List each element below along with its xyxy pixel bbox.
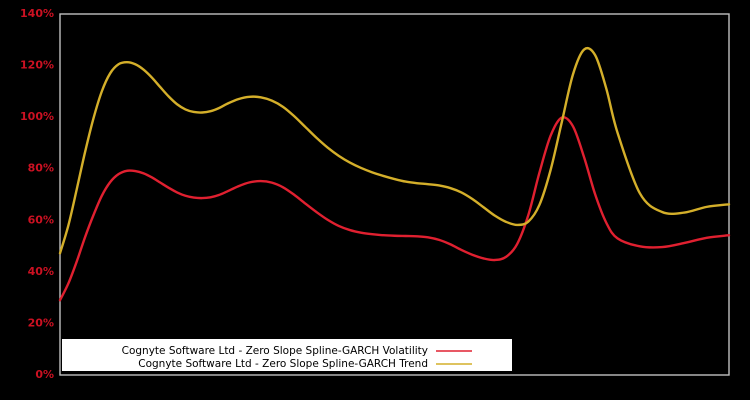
y-axis-tick-label: 80% (28, 162, 54, 175)
chart-legend[interactable]: Cognyte Software Ltd - Zero Slope Spline… (62, 339, 512, 371)
legend-background (62, 339, 512, 371)
y-axis-tick-label: 60% (28, 213, 54, 226)
y-axis-tick-label: 140% (20, 7, 54, 20)
y-axis-tick-label: 0% (35, 368, 54, 381)
y-axis-tick-labels: 0% 20% 40% 60% 80% 100% 120% 140% (20, 7, 54, 381)
y-axis-tick-label: 40% (28, 265, 54, 278)
y-axis-tick-label: 120% (20, 59, 54, 72)
series-line-trend (58, 46, 731, 255)
plot-area-frame (59, 13, 730, 376)
y-axis-tick-label: 100% (20, 110, 54, 123)
series-layer (58, 46, 731, 302)
legend-label: Cognyte Software Ltd - Zero Slope Spline… (122, 345, 428, 357)
legend-label: Cognyte Software Ltd - Zero Slope Spline… (138, 358, 428, 370)
y-axis-tick-label: 20% (28, 316, 54, 329)
